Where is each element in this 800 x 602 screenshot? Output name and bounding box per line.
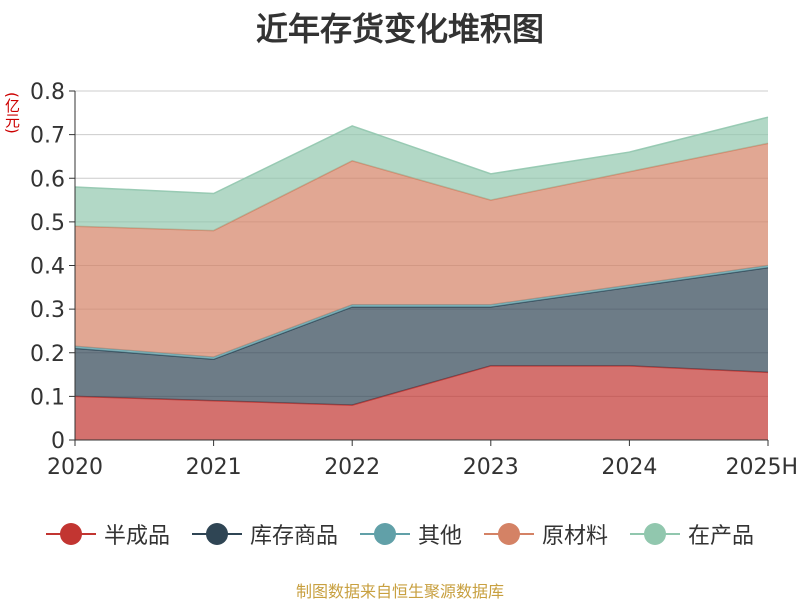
legend-swatch xyxy=(484,522,534,546)
legend-swatch xyxy=(191,522,242,546)
legend-item[interactable]: 其他 xyxy=(359,518,462,550)
y-tick-label: 0.8 xyxy=(30,80,65,105)
y-tick-label: 0.1 xyxy=(30,385,65,410)
x-tick-label: 2021 xyxy=(186,455,242,480)
area-series-4 xyxy=(75,143,768,358)
legend-swatch xyxy=(359,522,410,546)
x-tick-label: 2023 xyxy=(463,455,519,480)
stacked-areas xyxy=(74,116,769,440)
legend-label: 其他 xyxy=(417,524,462,549)
legend-swatch xyxy=(630,522,681,546)
legend-swatch-dot xyxy=(644,523,667,545)
area-series-line-2 xyxy=(74,266,769,361)
x-tick-label: 2020 xyxy=(47,455,103,480)
y-tick-label: 0.4 xyxy=(30,255,65,280)
y-tick-label: 0.3 xyxy=(30,298,65,323)
legend-swatch-dot xyxy=(373,523,396,545)
legend-label: 半成品 xyxy=(103,524,170,549)
legend-swatch-dot xyxy=(59,523,82,545)
legend: 半成品 库存商品 其他 原材料 在产品 xyxy=(0,512,800,556)
y-tick-label: 0.2 xyxy=(30,342,65,367)
legend-label: 原材料 xyxy=(542,524,609,549)
legend-swatch-dot xyxy=(498,523,520,545)
legend-item[interactable]: 原材料 xyxy=(484,518,608,550)
legend-label: 库存商品 xyxy=(249,524,338,549)
area-series-line-5 xyxy=(74,116,769,195)
area-series-2 xyxy=(75,267,768,406)
legend-swatch xyxy=(45,522,96,546)
data-source-footer: 制图数据来自恒生聚源数据库 xyxy=(295,582,504,601)
legend-item[interactable]: 半成品 xyxy=(45,518,170,550)
legend-label: 在产品 xyxy=(688,524,755,549)
area-series-5 xyxy=(75,117,768,231)
y-tick-label: 0.7 xyxy=(30,124,65,149)
x-tick-label: 2022 xyxy=(324,455,380,480)
legend-item[interactable]: 库存商品 xyxy=(191,518,338,550)
area-series-1 xyxy=(75,365,768,440)
y-tick-label: 0.5 xyxy=(30,211,65,236)
legend-item[interactable]: 在产品 xyxy=(630,518,754,550)
y-tick-label: 0 xyxy=(51,429,65,454)
x-tick-label: 2024 xyxy=(601,455,657,480)
x-tick-label: 2025H xyxy=(725,455,798,480)
chart-title: 近年存货变化堆积图 xyxy=(255,10,544,48)
y-tick-label: 0.6 xyxy=(30,167,65,192)
legend-swatch-dot xyxy=(205,523,228,545)
y-axis-unit-label: (亿元) xyxy=(3,92,21,134)
axes: 0 0.1 0.2 0.3 0.4 0.5 0.6 0.7 0.8 2020 2021 2022 202… xyxy=(30,80,798,480)
